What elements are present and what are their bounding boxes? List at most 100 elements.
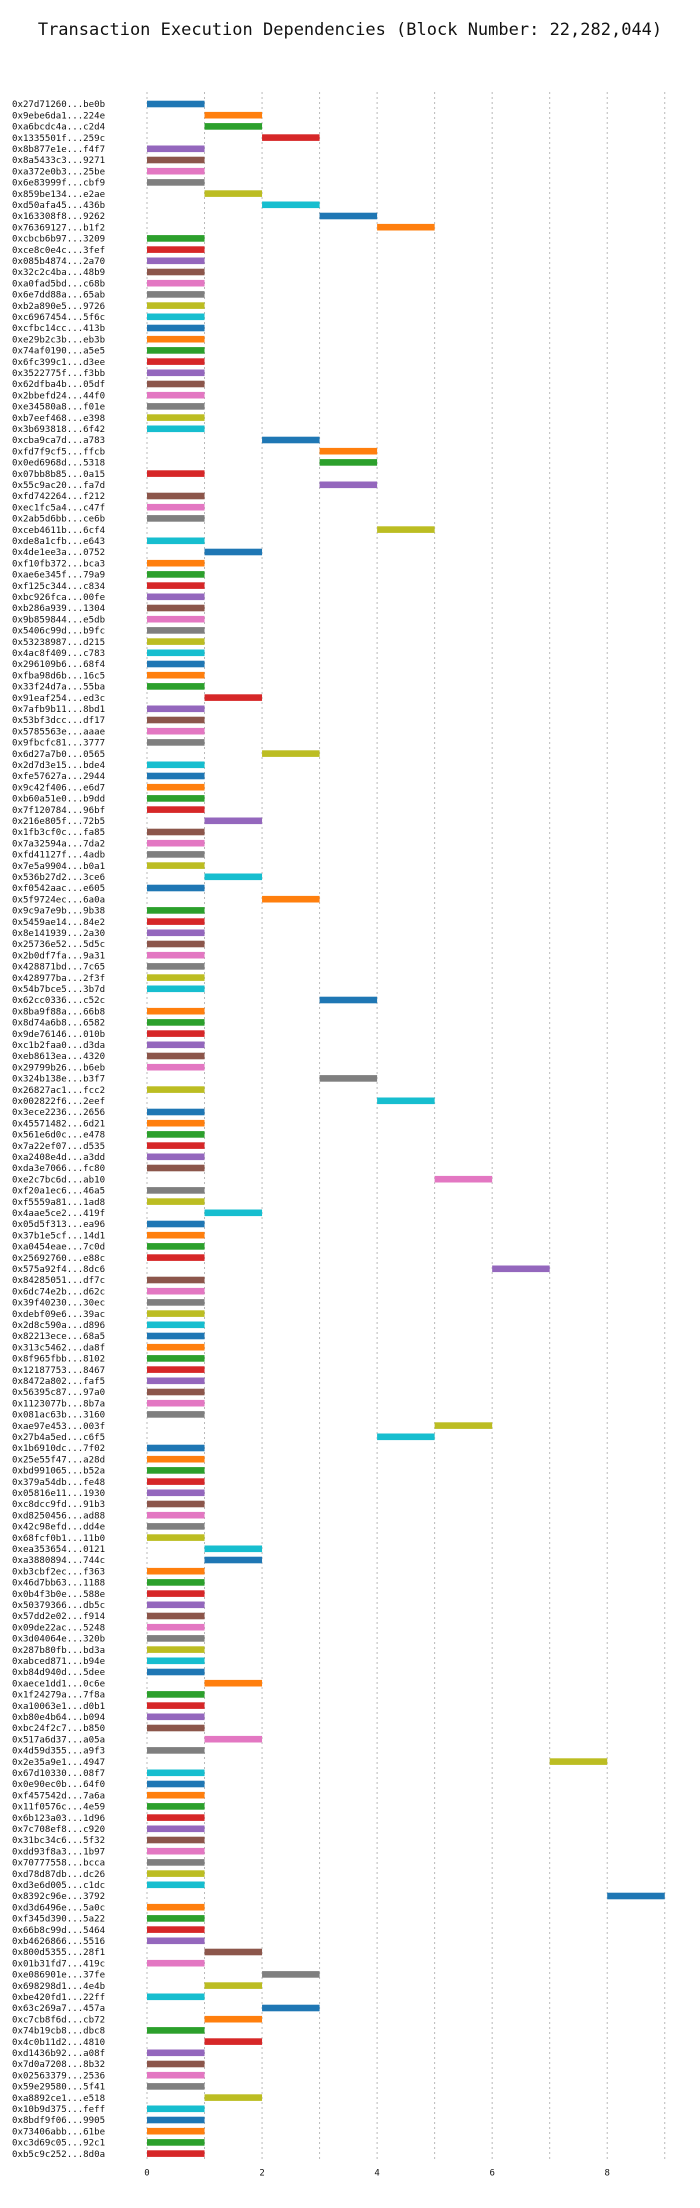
tx-label: 0xf345d390...5a22 [12,1915,105,1925]
tx-label: 0x561e6d0c...e478 [12,1131,105,1141]
tx-bar [147,1377,205,1385]
tx-bar [147,839,205,847]
tx-label: 0x68fcf0b1...11b0 [12,1534,105,1544]
tx-bar [147,246,205,253]
tx-label: 0x1335501f...259c [12,134,105,144]
tx-bar [147,683,205,690]
tx-bar [147,716,205,724]
tx-label: 0xce8c0e4c...3fef [12,246,105,256]
tx-bar [147,2083,205,2090]
tx-label: 0xc8dcc9fd...91b3 [12,1500,105,1510]
tx-bar [147,1366,205,1373]
tx-bar [147,2127,205,2135]
tx-label: 0x6e7dd88a...65ab [12,291,105,301]
tx-label: 0xf0542aac...e605 [12,884,105,894]
tx-label: 0x5459ae14...84e2 [12,918,105,928]
tx-label: 0xb3cbf2ec...f363 [12,1567,105,1577]
tx-label: 0x29799b26...b6eb [12,1063,105,1073]
tx-bar [147,1411,205,1418]
tx-label: 0xb286a939...1304 [12,604,106,614]
tx-bar [147,783,205,791]
tx-label: 0x05d5f313...ea96 [12,1220,105,1230]
tx-label: 0x4de1ee3a...0752 [12,548,105,558]
tx-bar [147,929,205,937]
tx-label: 0x6dc74e2b...d62c [12,1287,105,1297]
tx-bar [204,1948,263,1956]
tx-bar [147,1153,205,1161]
tx-bar [147,1780,205,1788]
tx-label: 0x085b4874...2a70 [12,257,105,267]
tx-label: 0x8e141939...2a30 [12,929,105,939]
tx-label: 0xa0454eae...7c0d [12,1243,105,1253]
tx-bar [147,2139,205,2146]
tx-bar [147,268,205,276]
tx-bar [147,884,205,892]
tx-bar [147,985,205,993]
x-tick-label: 2 [259,2169,264,2179]
tx-bar [147,2150,205,2157]
tx-label: 0x0e90ec0b...64f0 [12,1780,105,1790]
tx-label: 0x02563379...2536 [12,2071,105,2081]
tx-bar [147,1903,205,1911]
tx-bar [147,1489,205,1497]
tx-label: 0xa3880894...744c [12,1556,105,1566]
tx-label: 0x7c708ef8...c920 [12,1825,105,1835]
tx-bar [147,1467,205,1474]
tx-bar [549,1758,608,1765]
tx-label: 0x5406c99d...b9fc [12,627,105,637]
tx-bar [147,1534,205,1541]
tx-label: 0x62dfba4b...05df [12,380,105,390]
tx-label: 0x9de76146...010b [12,1030,105,1040]
tx-label: 0x84285051...df7c [12,1276,105,1286]
tx-bar [147,1511,205,1519]
tx-label: 0x287b80fb...bd3a [12,1646,105,1656]
tx-label: 0x39f40230...30ec [12,1299,105,1309]
tx-bar [204,548,263,556]
tx-label: 0x7d0a7208...8b32 [12,2060,105,2070]
tx-bar [147,1668,205,1676]
tx-label: 0xfd742264...f212 [12,492,105,502]
tx-bar [147,1187,205,1194]
tx-label: 0x07bb8b85...0a15 [12,470,105,480]
tx-label: 0xd50afa45...436b [12,201,105,211]
tx-label: 0x32c2c4ba...48b9 [12,268,105,278]
tx-label: 0x31bc34c6...5f32 [12,1836,105,1846]
tx-bar [147,1086,205,1093]
tx-label: 0x9b859844...e5db [12,615,105,625]
tx-bar [147,1635,205,1642]
tx-label: 0x11f0576c...4e59 [12,1803,105,1813]
tx-label: 0x9ebe6da1...224e [12,111,105,121]
tx-label: 0xc1b2faa0...d3da [12,1041,105,1051]
tx-label: 0x8f965fbb...8102 [12,1355,105,1365]
tx-label: 0x3ece2236...2656 [12,1108,105,1118]
tx-label: 0x3d04064e...320b [12,1635,105,1645]
tx-bar [147,1646,205,1653]
tx-bar [147,604,205,612]
tx-bar [147,1579,205,1586]
tx-label: 0x4d59d355...a9f3 [12,1747,105,1757]
tx-label: 0x26827ac1...fcc2 [12,1086,105,1096]
tx-label: 0xa372e0b3...25be [12,167,105,177]
tx-bar [147,582,205,589]
tx-bar [147,940,205,948]
tx-label: 0x63c269a7...457a [12,2004,105,2014]
tx-label: 0x37b1e5cf...14d1 [12,1231,105,1241]
tx-bar [262,201,320,209]
tx-bar [147,1355,205,1362]
tx-label: 0x2bbefd24...44f0 [12,391,105,401]
tx-bar [147,1567,205,1575]
tx-bar [147,414,205,421]
tx-bar [147,705,205,713]
tx-bar [147,1332,205,1340]
tx-bar [147,1052,205,1060]
tx-bar [147,1299,205,1306]
tx-bar [147,862,205,869]
tx-bar [147,571,205,578]
tx-bar [147,1590,205,1597]
tx-label: 0xe34580a8...f01e [12,403,105,413]
tx-bar [147,649,205,657]
tx-label: 0x002822f6...2eef [12,1097,105,1107]
tx-bar [147,2116,205,2124]
tx-bar [147,1915,205,1922]
